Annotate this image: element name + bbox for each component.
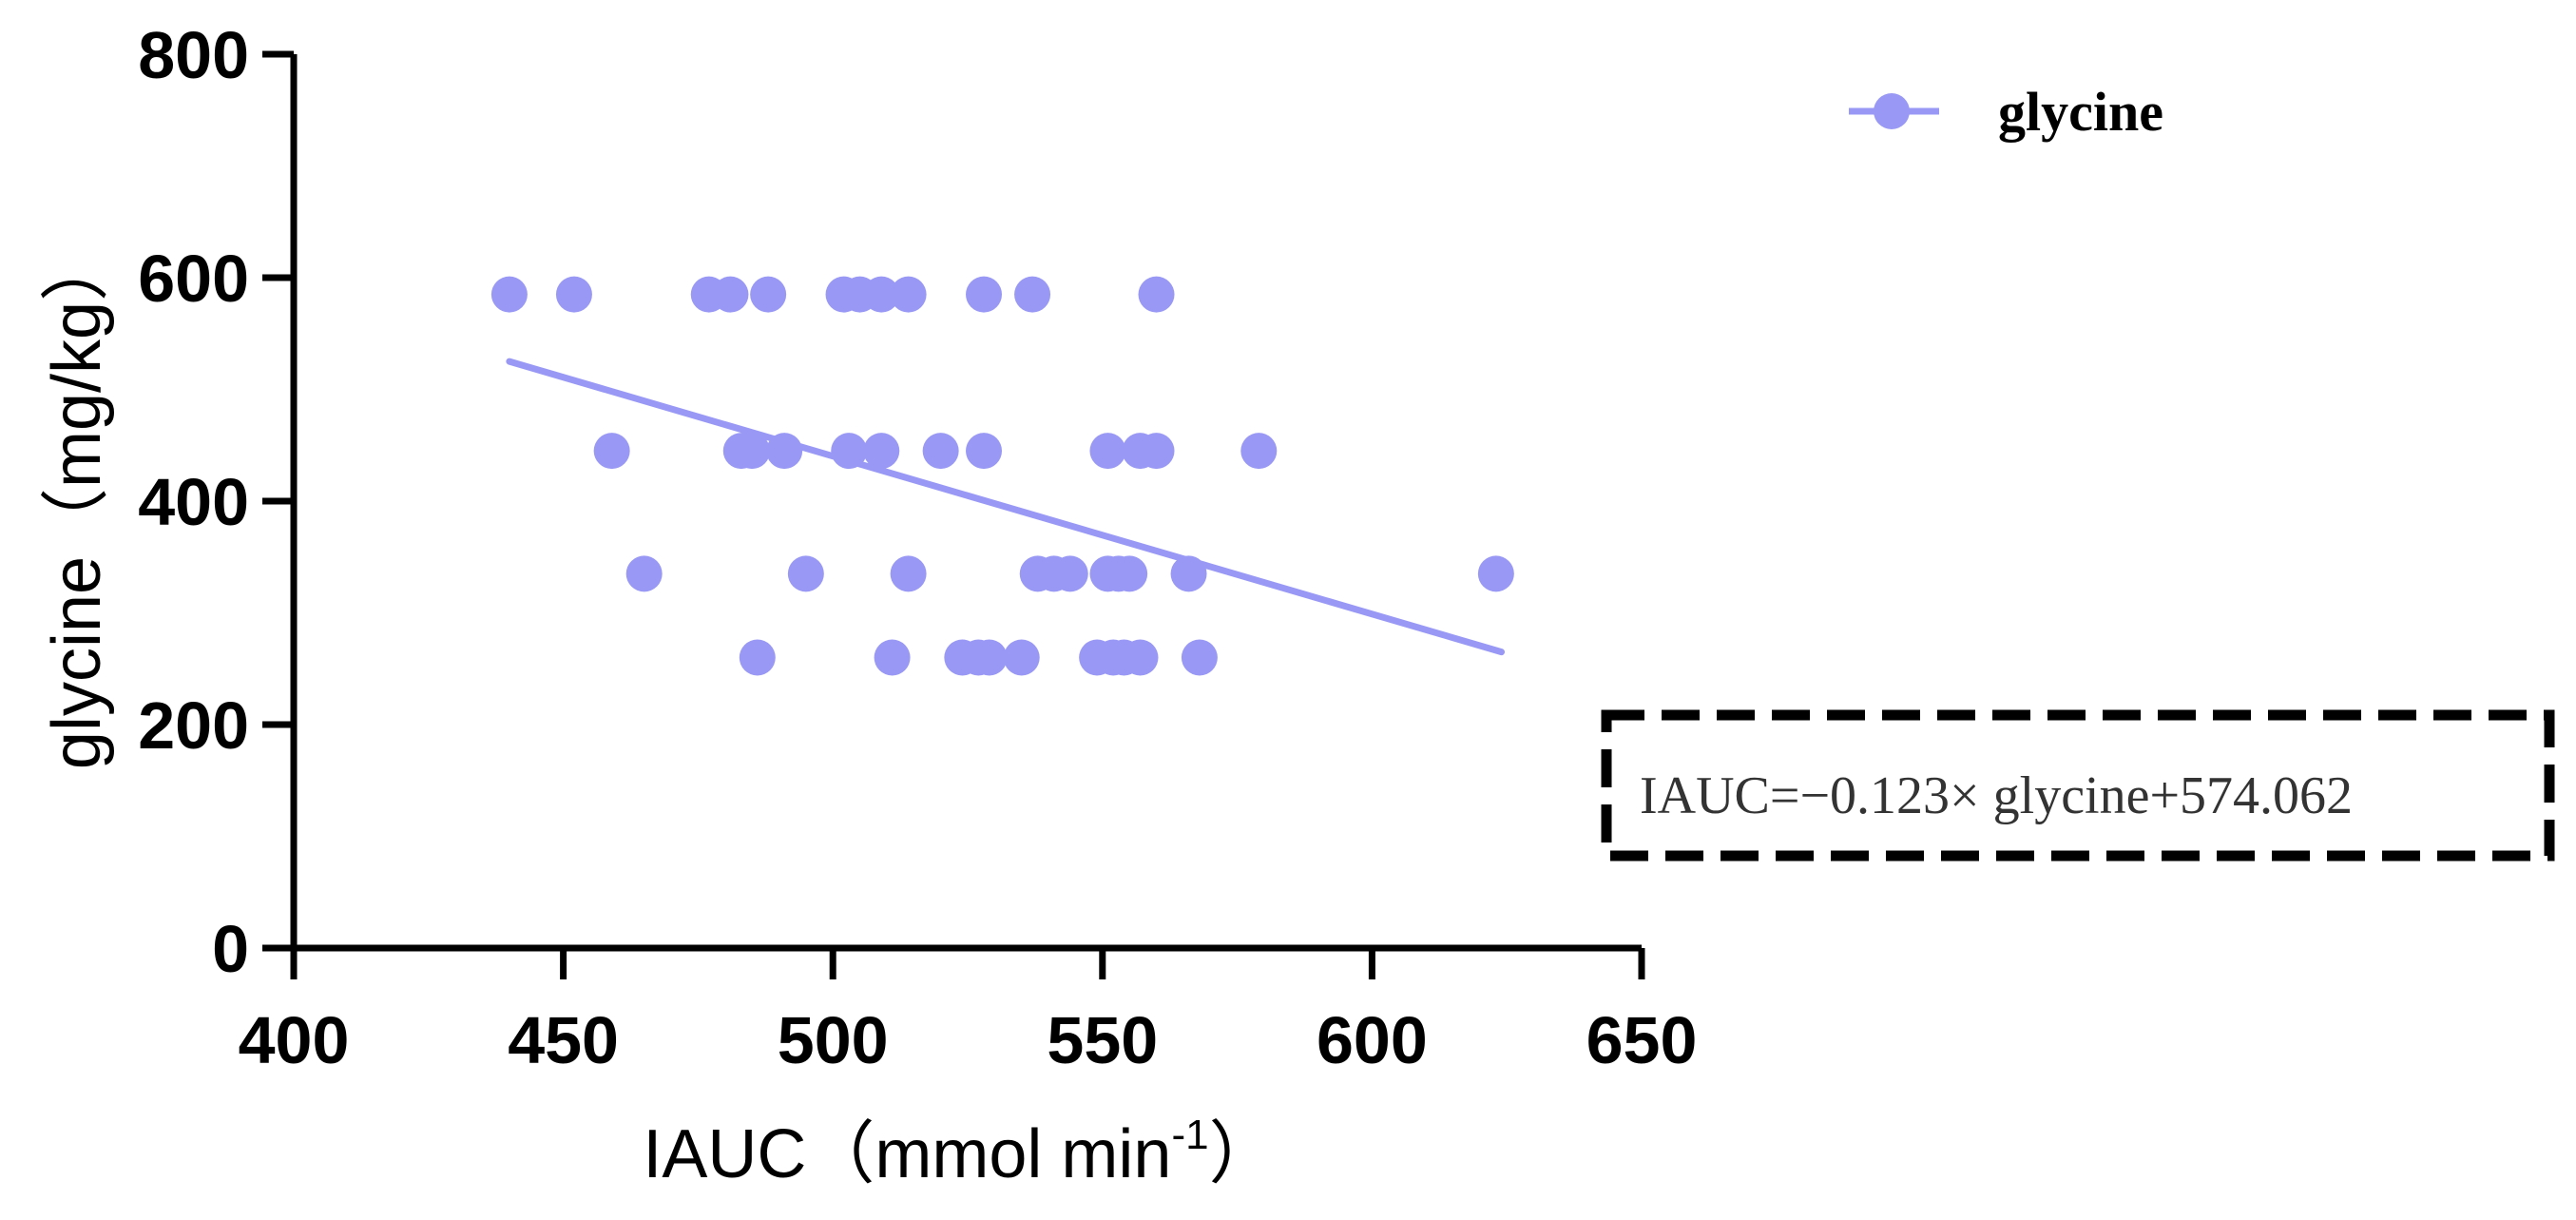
data-point — [1477, 555, 1514, 592]
data-point — [1014, 276, 1051, 313]
x-axis-title-close: ） — [1209, 1116, 1278, 1192]
y-tick-label: 200 — [138, 688, 249, 763]
data-point — [1003, 639, 1040, 676]
data-point — [1170, 555, 1207, 592]
x-tick-label: 550 — [1047, 1003, 1158, 1077]
data-point — [922, 433, 959, 470]
data-point — [734, 433, 771, 470]
x-axis-title-main: IAUC（mmol min — [643, 1116, 1171, 1192]
plot-area — [490, 276, 1514, 676]
equation-annotation: IAUC=−0.123× glycine+574.062 — [1601, 709, 2555, 862]
x-tick-label: 650 — [1586, 1003, 1698, 1077]
data-point — [966, 276, 1003, 313]
legend: glycine — [1849, 81, 2163, 143]
data-point — [874, 639, 911, 676]
axis-ticks: 400 450 500 550 600 650 0 200 400 600 800 — [138, 18, 1697, 1077]
x-tick-label: 450 — [508, 1003, 619, 1077]
y-tick-label: 400 — [138, 465, 249, 539]
data-point — [890, 276, 927, 313]
data-point — [1051, 555, 1088, 592]
data-point — [593, 433, 630, 470]
data-point — [1122, 639, 1159, 676]
x-tick-label: 400 — [239, 1003, 350, 1077]
data-point — [971, 639, 1008, 676]
data-point — [966, 433, 1003, 470]
data-point — [712, 276, 749, 313]
data-point — [766, 433, 803, 470]
data-point — [1138, 433, 1175, 470]
data-point — [890, 555, 927, 592]
data-point — [787, 555, 824, 592]
y-axis-title: glycine（mg/kg） — [39, 233, 115, 769]
trend-line — [506, 358, 1506, 656]
data-point — [490, 276, 528, 313]
axes — [290, 54, 1642, 952]
equation-box — [1601, 709, 2555, 862]
legend-marker-swatch — [1874, 93, 1910, 129]
y-tick-label: 0 — [212, 912, 249, 986]
x-tick-label: 600 — [1317, 1003, 1428, 1077]
data-point — [625, 555, 663, 592]
data-point — [1089, 433, 1126, 470]
data-point — [750, 276, 787, 313]
data-point — [1138, 276, 1175, 313]
equation-text: IAUC=−0.123× glycine+574.062 — [1640, 766, 2353, 825]
data-point — [863, 433, 900, 470]
data-point — [739, 639, 776, 676]
data-point — [831, 433, 868, 470]
x-axis-title: IAUC（mmol min-1） — [643, 1112, 1277, 1192]
data-point — [1240, 433, 1278, 470]
legend-label: glycine — [1998, 81, 2163, 143]
y-tick-label: 800 — [138, 18, 249, 92]
y-tick-label: 600 — [138, 242, 249, 316]
x-axis-title-superscript: -1 — [1171, 1112, 1208, 1158]
data-point — [1181, 639, 1218, 676]
data-point — [555, 276, 592, 313]
x-tick-label: 500 — [778, 1003, 889, 1077]
data-point — [863, 276, 900, 313]
data-point — [1111, 555, 1148, 592]
